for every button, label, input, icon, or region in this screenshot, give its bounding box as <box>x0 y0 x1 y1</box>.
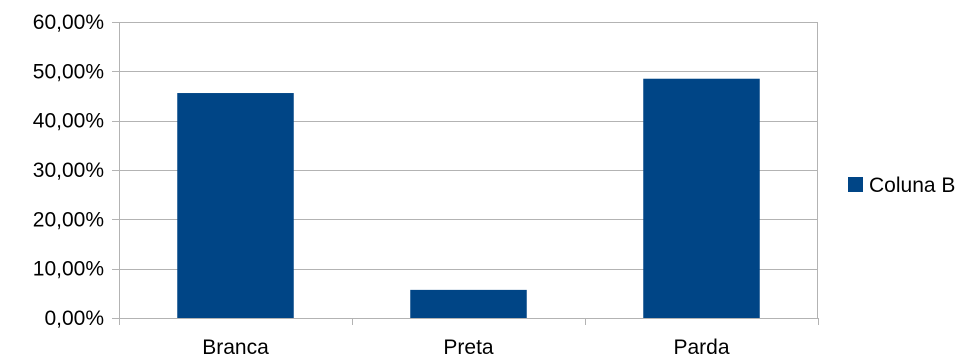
axes <box>119 22 819 325</box>
y-tick-label: 30,00% <box>33 159 104 182</box>
legend: Coluna B <box>848 174 955 197</box>
y-tick-label: 60,00% <box>33 11 104 34</box>
legend-label-coluna-b: Coluna B <box>869 174 955 197</box>
y-tick-label: 50,00% <box>33 60 104 83</box>
legend-swatch-coluna-b <box>848 177 863 192</box>
y-tick-label: 20,00% <box>33 208 104 231</box>
x-category-label: Branca <box>202 336 269 359</box>
x-category-label: Preta <box>443 336 494 359</box>
y-tick-label: 0,00% <box>44 307 104 330</box>
y-tick-label: 40,00% <box>33 110 104 133</box>
bar-branca <box>177 93 294 318</box>
y-tick-label: 10,00% <box>33 258 104 281</box>
bars <box>177 78 760 318</box>
x-category-label: Parda <box>673 336 729 359</box>
bar-preta <box>410 289 527 318</box>
axis-labels: 0,00% 10,00% 20,00% 30,00% 40,00% 50,00% 60,00… <box>33 11 730 359</box>
bar-parda <box>643 78 760 318</box>
